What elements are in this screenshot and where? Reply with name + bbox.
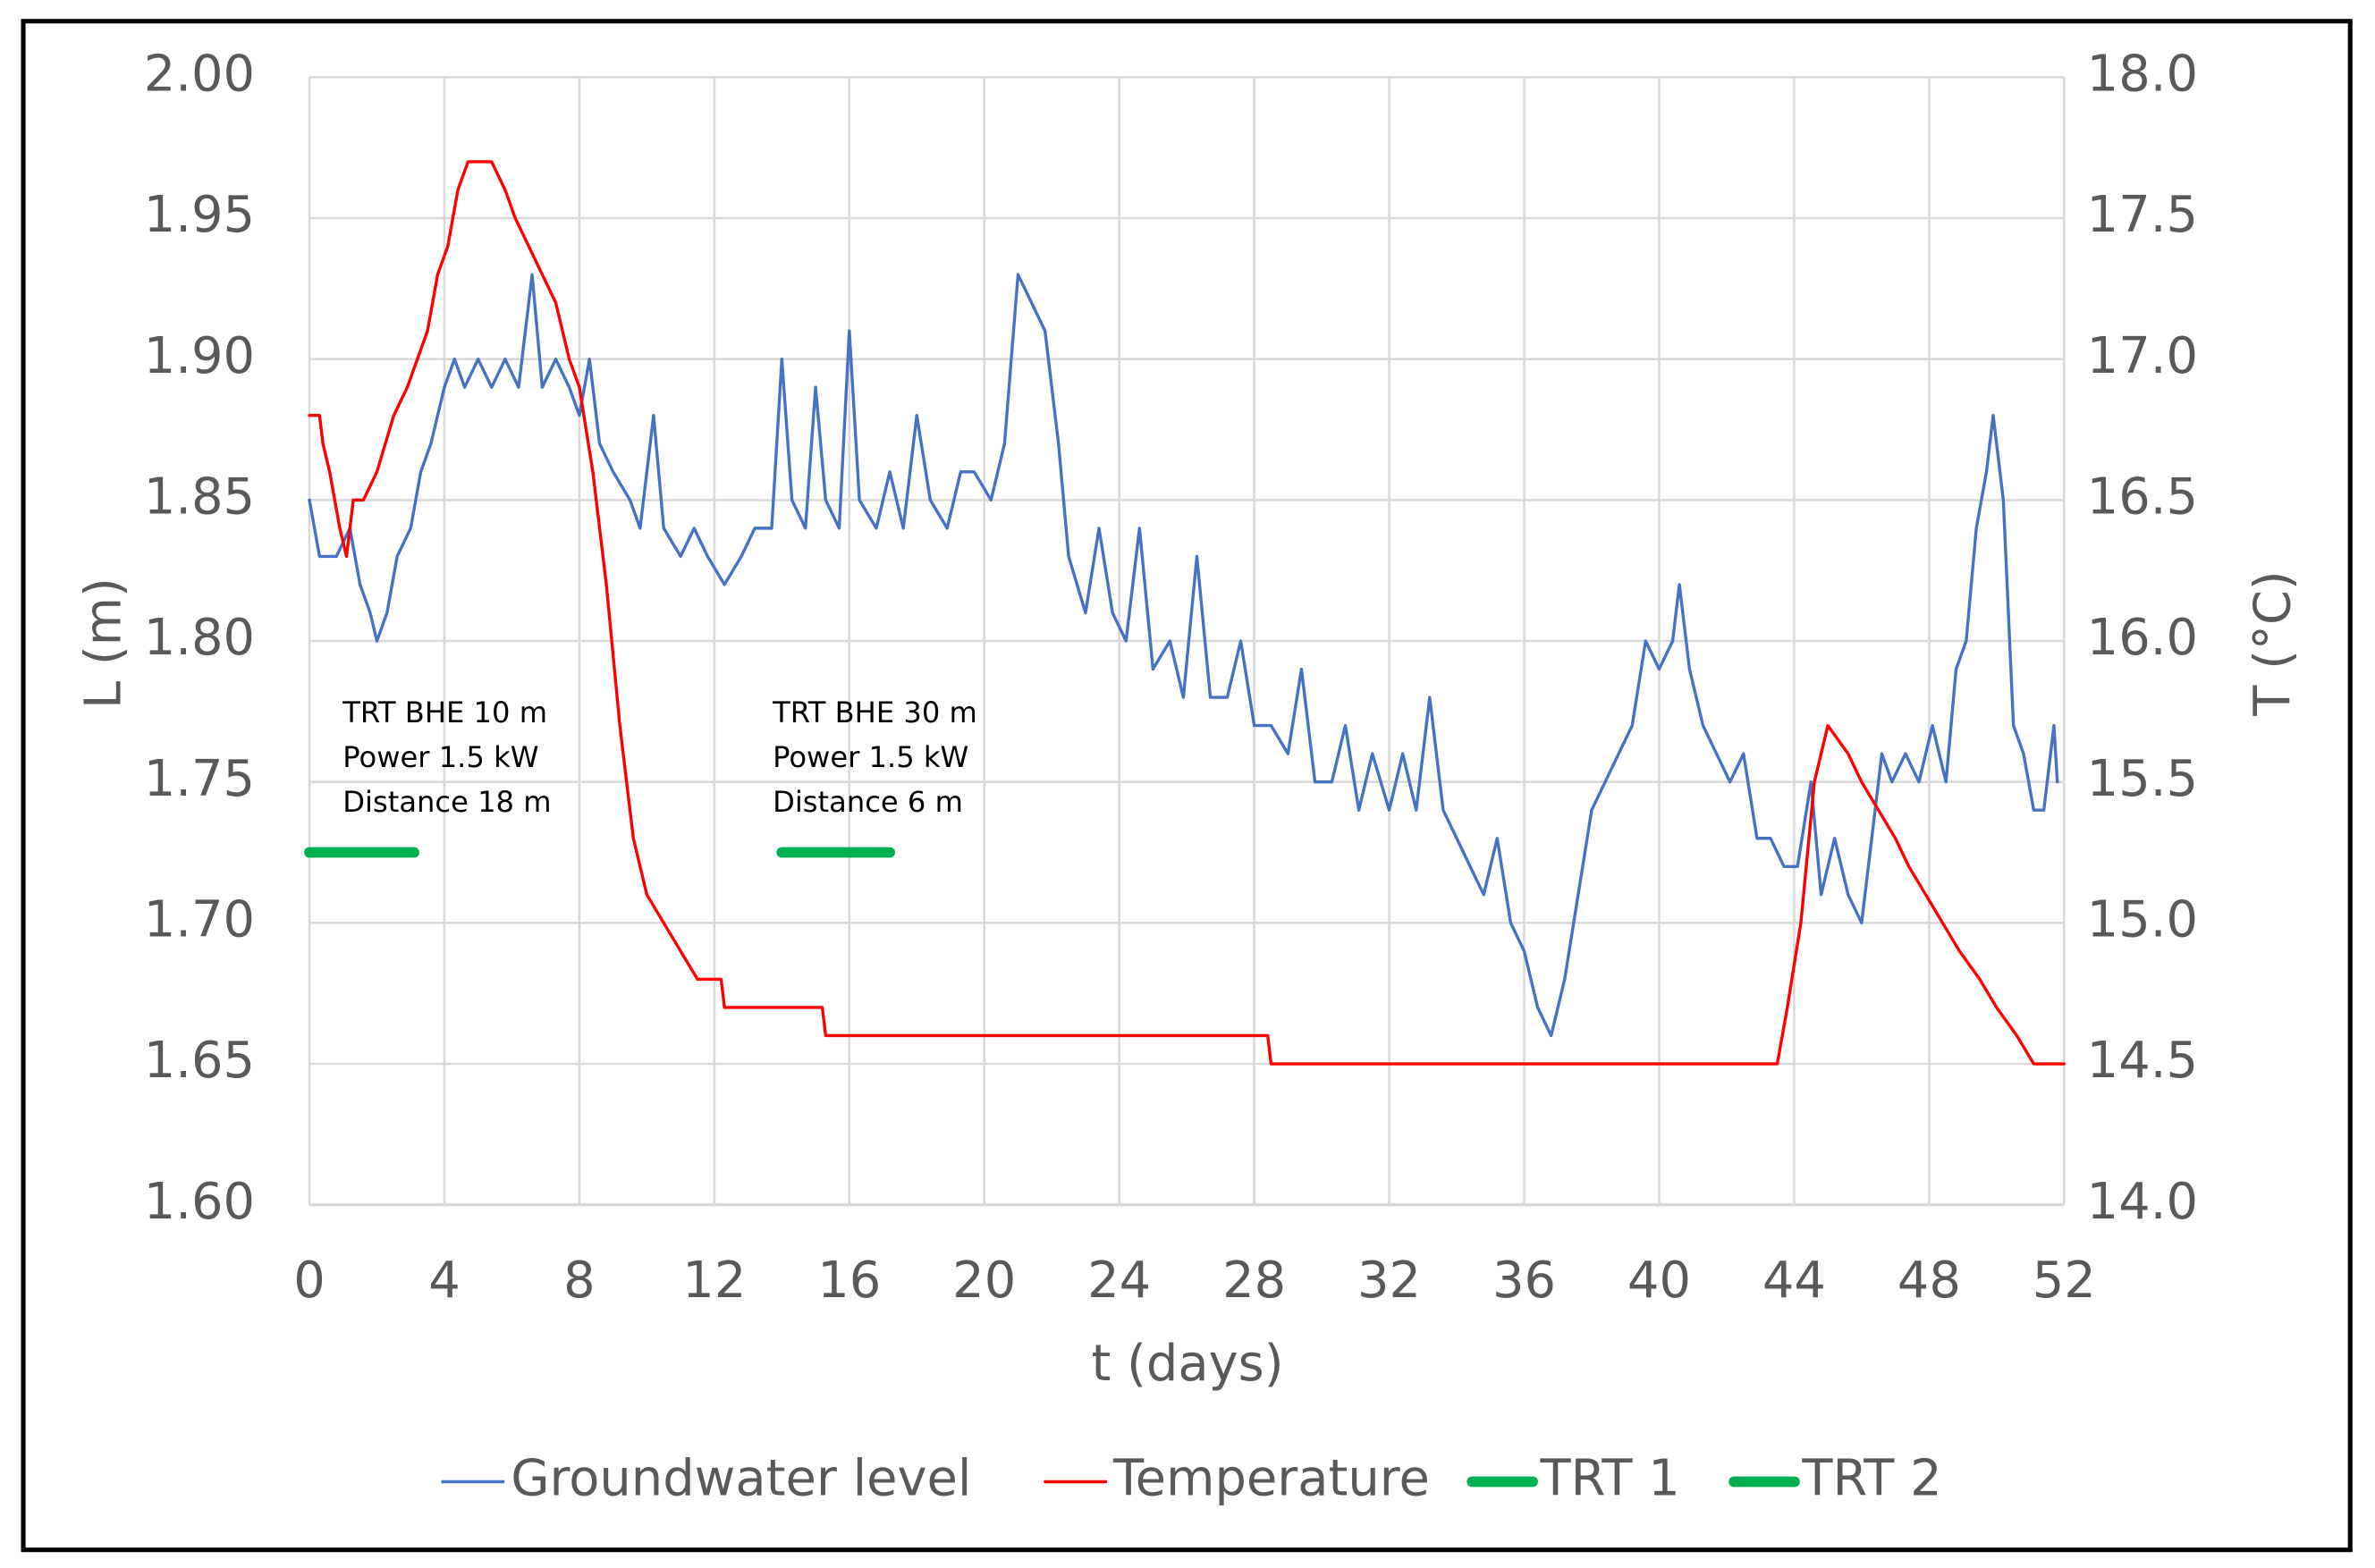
x-tick-label: 20 bbox=[952, 1252, 1016, 1310]
x-tick-label: 32 bbox=[1357, 1252, 1421, 1310]
y-tick-label: 1.75 bbox=[144, 750, 255, 808]
y-tick-label: 2.00 bbox=[144, 45, 255, 103]
annotation: TRT BHE 30 m bbox=[772, 695, 977, 729]
y2-tick-label: 15.0 bbox=[2087, 890, 2198, 948]
x-tick-label: 0 bbox=[293, 1252, 325, 1310]
annotation: TRT BHE 10 m bbox=[342, 695, 547, 729]
y2-axis-label: T (°C) bbox=[2244, 570, 2302, 716]
legend-label: TRT 2 bbox=[1801, 1450, 1941, 1508]
y2-tick-label: 16.5 bbox=[2087, 468, 2198, 526]
y2-tick-label: 17.0 bbox=[2087, 327, 2198, 385]
y2-tick-label: 18.0 bbox=[2087, 45, 2198, 103]
legend-label: Groundwater level bbox=[511, 1450, 971, 1508]
y-tick-label: 1.95 bbox=[144, 186, 255, 244]
annotation: Distance 6 m bbox=[773, 785, 963, 819]
y-tick-label: 1.85 bbox=[144, 468, 255, 526]
x-tick-label: 48 bbox=[1897, 1252, 1961, 1310]
legend-label: Temperature bbox=[1112, 1450, 1430, 1508]
y-tick-label: 1.60 bbox=[144, 1173, 255, 1231]
annotation: Distance 18 m bbox=[342, 785, 551, 819]
x-tick-label: 4 bbox=[428, 1252, 461, 1310]
annotation: Power 1.5 kW bbox=[342, 740, 538, 774]
y2-tick-label: 16.0 bbox=[2087, 609, 2198, 667]
x-tick-label: 44 bbox=[1762, 1252, 1826, 1310]
annotation: Power 1.5 kW bbox=[773, 740, 968, 774]
y-tick-label: 1.90 bbox=[144, 327, 255, 385]
y2-tick-label: 14.5 bbox=[2087, 1032, 2198, 1090]
data-line bbox=[308, 160, 2066, 1066]
chart-border bbox=[21, 19, 2353, 1553]
x-tick-label: 12 bbox=[682, 1252, 746, 1310]
y-tick-label: 1.80 bbox=[144, 609, 255, 667]
x-tick-label: 52 bbox=[2033, 1252, 2096, 1310]
y-tick-label: 1.70 bbox=[144, 890, 255, 948]
y-axis-label: L (m) bbox=[74, 577, 132, 709]
y2-tick-label: 14.0 bbox=[2087, 1173, 2198, 1231]
y-tick-label: 1.65 bbox=[144, 1032, 255, 1090]
x-tick-label: 16 bbox=[817, 1252, 881, 1310]
y2-tick-label: 17.5 bbox=[2087, 186, 2198, 244]
x-tick-label: 8 bbox=[563, 1252, 596, 1310]
legend-label: TRT 1 bbox=[1539, 1450, 1679, 1508]
x-tick-label: 36 bbox=[1492, 1252, 1556, 1310]
x-tick-label: 40 bbox=[1627, 1252, 1691, 1310]
y2-tick-label: 15.5 bbox=[2087, 750, 2198, 808]
x-tick-label: 24 bbox=[1087, 1252, 1151, 1310]
x-tick-label: 28 bbox=[1222, 1252, 1286, 1310]
x-axis-label: t (days) bbox=[1091, 1335, 1283, 1393]
